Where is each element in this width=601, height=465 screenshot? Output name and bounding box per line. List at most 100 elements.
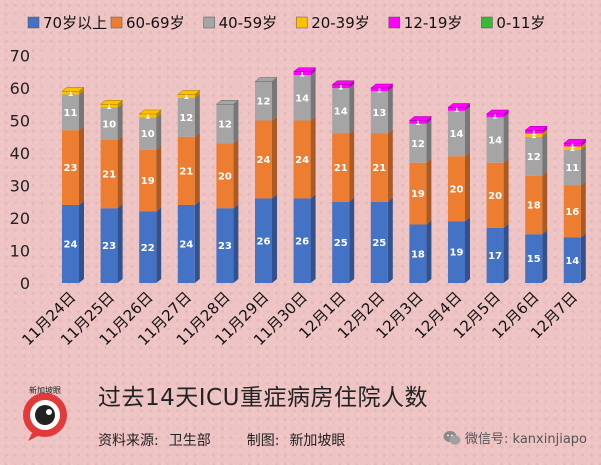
source-label: 资料来源: xyxy=(98,433,159,449)
bar-segment-side xyxy=(272,116,277,199)
bar-segment-side xyxy=(503,158,509,228)
legend-label: 0-11岁 xyxy=(496,14,545,32)
y-tick-label: 30 xyxy=(10,177,30,196)
bar-segment xyxy=(255,81,272,121)
bar-segment-side xyxy=(542,132,548,176)
bar-segment xyxy=(177,97,195,137)
bar-value-label: 12 xyxy=(257,97,271,108)
bar-segment xyxy=(216,143,234,209)
bar-segment xyxy=(448,110,465,157)
bar-segment-side xyxy=(117,100,123,108)
bar-segment-side xyxy=(465,103,470,111)
bar-segment-side xyxy=(117,204,123,283)
bar-value-label: 12 xyxy=(218,119,232,130)
bar-top-face xyxy=(331,80,355,85)
bar-segment-side xyxy=(310,116,316,199)
bar-top-face xyxy=(563,139,587,144)
bar-value-label: 20 xyxy=(450,184,464,195)
bar-segment-side xyxy=(426,158,432,225)
legend-swatch xyxy=(203,16,215,29)
bar-top-face xyxy=(99,100,124,105)
bar-segment xyxy=(448,107,465,111)
made-value: 新加坡眼 xyxy=(289,433,346,449)
bar-top-face xyxy=(447,103,471,108)
bar-value-label: 12 xyxy=(411,139,425,150)
bar-value-label: 1 xyxy=(570,144,576,153)
bar-segment xyxy=(563,149,581,186)
bar-segment-side xyxy=(542,129,548,137)
y-tick-label: 50 xyxy=(10,112,30,131)
bar-segment xyxy=(332,84,350,88)
bar-segment-side xyxy=(272,194,277,283)
bar-value-label: 24 xyxy=(64,240,78,251)
bar-segment-side xyxy=(426,220,432,283)
bar-segment xyxy=(563,143,581,147)
bar-value-label: 19 xyxy=(450,248,464,259)
bar-segment-side xyxy=(349,84,355,134)
bar-top-face xyxy=(177,90,201,95)
bar-value-label: 11 xyxy=(64,108,78,119)
made-label: 制图: xyxy=(246,433,280,449)
bar-segment xyxy=(139,117,157,150)
bar-segment-side xyxy=(233,204,239,283)
bar-segment-side xyxy=(426,116,432,124)
bar-segment-side xyxy=(503,223,509,283)
bar-segment-side xyxy=(117,103,123,140)
bar-value-label: 14 xyxy=(450,129,464,140)
bar-segment xyxy=(448,221,465,283)
bar-segment-side xyxy=(542,126,548,134)
bar-value-label: 14 xyxy=(295,93,309,104)
bar-value-label: 12 xyxy=(527,152,541,163)
bar-segment-side xyxy=(233,100,239,144)
bar-segment xyxy=(216,208,234,283)
bar-segment xyxy=(62,130,79,205)
bar-segment xyxy=(332,133,350,202)
bar-segment xyxy=(139,211,157,283)
bar-segment xyxy=(409,224,427,283)
bar-value-label: 1 xyxy=(299,69,305,78)
bar-segment-side xyxy=(156,113,162,150)
bar-top-face xyxy=(61,87,85,92)
bar-segment-side xyxy=(580,145,586,186)
bar-value-label: 24 xyxy=(179,240,193,251)
bar-segment-side xyxy=(156,110,162,118)
bar-segment xyxy=(100,104,118,108)
bar-segment xyxy=(100,208,118,283)
bar-segment xyxy=(448,156,465,222)
bar-segment xyxy=(486,227,504,283)
bar-segment xyxy=(293,71,311,75)
bar-segment xyxy=(486,117,504,163)
legend-swatch xyxy=(295,16,308,29)
legend-label: 20-39岁 xyxy=(311,14,370,32)
bar-segment-side xyxy=(349,197,355,283)
bar-value-label: 10 xyxy=(141,129,155,140)
bar-segment-side xyxy=(194,132,200,205)
bar-segment-side xyxy=(542,230,548,283)
bar-segment-side xyxy=(194,201,200,283)
bar-segment xyxy=(370,201,388,283)
bar-segment-side xyxy=(503,110,509,118)
bar-segment xyxy=(62,94,79,131)
bar-segment xyxy=(255,198,272,283)
bar-segment xyxy=(177,94,195,98)
bar-segment-side xyxy=(310,71,316,121)
bar-value-label: 1 xyxy=(415,118,421,127)
bar-value-label: 25 xyxy=(334,238,348,249)
bar-segment-side xyxy=(387,129,393,202)
bar-value-label: 1 xyxy=(531,131,537,140)
y-tick-label: 40 xyxy=(10,144,30,163)
bar-segment xyxy=(332,201,350,283)
legend-swatch xyxy=(388,16,401,29)
bar-segment xyxy=(409,120,427,124)
bar-segment xyxy=(255,120,272,199)
bar-top-face xyxy=(254,77,278,82)
y-tick-label: 10 xyxy=(10,242,30,261)
bar-segment-side xyxy=(310,194,316,283)
bar-segment-side xyxy=(79,87,84,95)
legend-label: 70岁以上 xyxy=(43,14,107,32)
bar-value-label: 12 xyxy=(179,113,193,124)
legend-swatch xyxy=(110,16,123,29)
bar-segment xyxy=(486,114,504,118)
logo-text: 新加坡眼 xyxy=(29,385,61,395)
bar-segment-side xyxy=(465,217,470,283)
